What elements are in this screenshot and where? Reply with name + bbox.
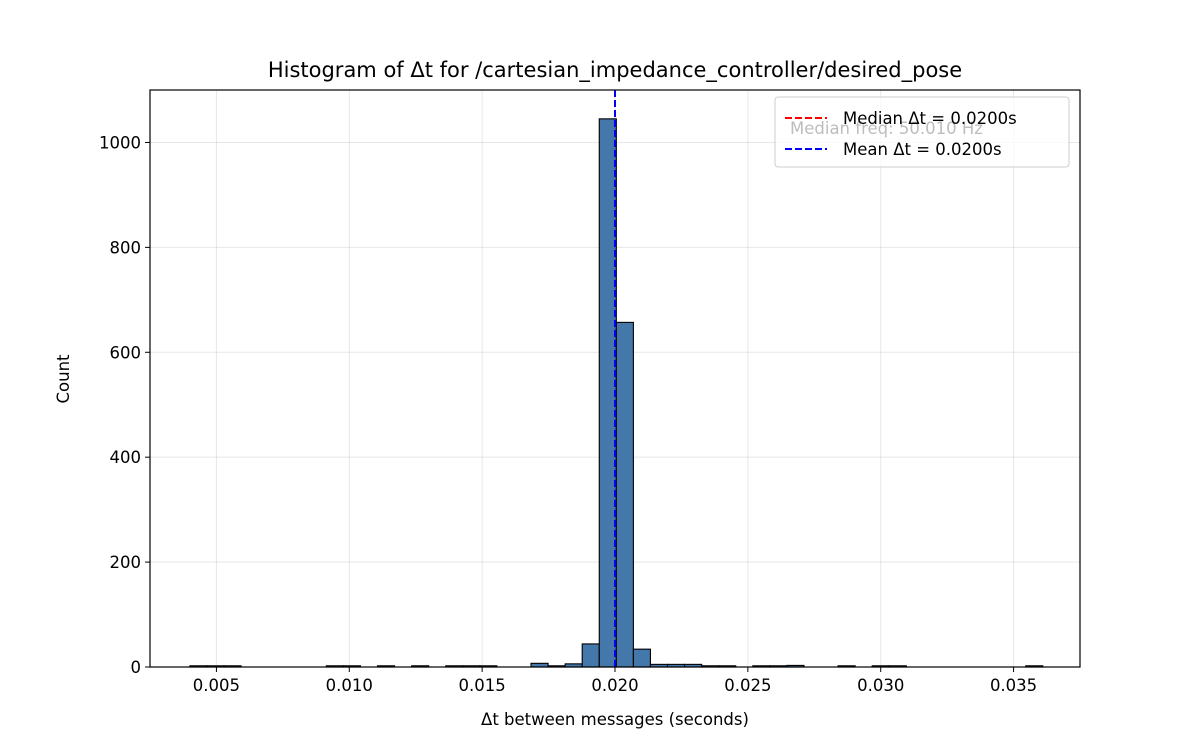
- y-tick-label: 800: [110, 238, 142, 257]
- y-tick-label: 600: [110, 343, 142, 362]
- histogram-bar: [632, 648, 651, 668]
- x-axis-label: Δt between messages (seconds): [481, 710, 749, 729]
- legend: Median freq: 50.010 Hz Median Δt = 0.020…: [774, 96, 1070, 168]
- legend-box: [774, 96, 1070, 168]
- x-tick-label: 0.010: [326, 676, 373, 695]
- x-tick-label: 0.005: [193, 676, 240, 695]
- axis-ticks: 0.005 0.010 0.015 0.020 0.025 0.030 0.035 0 200 4…: [99, 133, 1037, 695]
- x-tick-label: 0.035: [990, 676, 1037, 695]
- y-tick-label: 400: [110, 448, 142, 467]
- histogram-bar: [598, 118, 617, 668]
- histogram-bar: [615, 321, 634, 668]
- annotation-median-freq: Median freq: 50.010 Hz: [790, 119, 983, 138]
- y-tick-label: 0: [131, 658, 142, 677]
- histogram-bars: [189, 118, 1044, 668]
- x-tick-label: 0.025: [724, 676, 771, 695]
- chart-title: Histogram of Δt for /cartesian_impedance…: [268, 58, 962, 83]
- y-tick-label: 1000: [99, 133, 141, 152]
- legend-mean-label: Mean Δt = 0.0200s: [843, 140, 1002, 159]
- x-tick-label: 0.015: [459, 676, 506, 695]
- x-tick-label: 0.020: [591, 676, 638, 695]
- y-tick-label: 200: [110, 553, 142, 572]
- y-axis-label: Count: [54, 354, 73, 404]
- legend-median-label: Median Δt = 0.0200s: [843, 109, 1017, 128]
- x-tick-label: 0.030: [857, 676, 904, 695]
- histogram-bar: [581, 643, 600, 668]
